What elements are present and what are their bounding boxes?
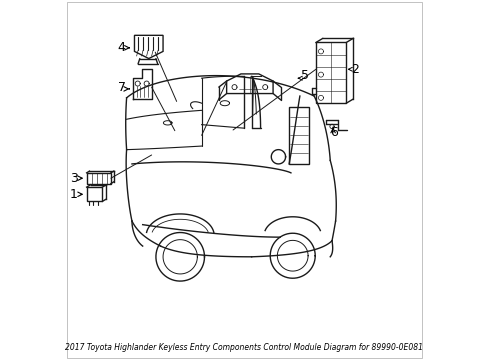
Text: 4: 4 xyxy=(117,41,125,54)
Text: 3: 3 xyxy=(70,172,78,185)
Text: 2: 2 xyxy=(350,63,359,76)
Text: 2017 Toyota Highlander Keyless Entry Components Control Module Diagram for 89990: 2017 Toyota Highlander Keyless Entry Com… xyxy=(65,343,423,352)
Text: 7: 7 xyxy=(118,81,126,94)
Text: 5: 5 xyxy=(300,69,308,82)
Bar xyxy=(315,42,346,103)
Bar xyxy=(86,173,111,184)
Text: 6: 6 xyxy=(330,126,338,139)
Bar xyxy=(86,187,102,202)
Text: 1: 1 xyxy=(70,188,78,201)
